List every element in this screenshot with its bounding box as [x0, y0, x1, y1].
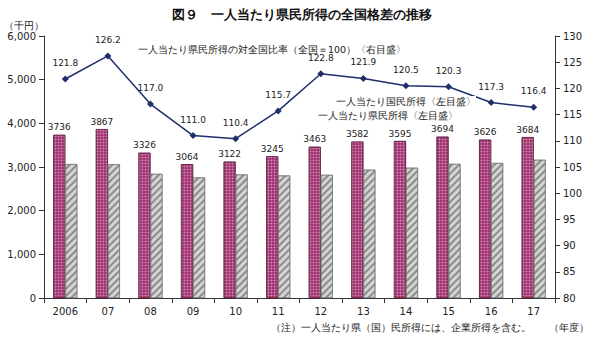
svg-text:117.3: 117.3	[478, 82, 504, 92]
svg-text:一人当たり国民所得〈左目盛〉: 一人当たり国民所得〈左目盛〉	[336, 96, 476, 107]
svg-text:3684: 3684	[516, 125, 539, 135]
svg-text:一人当たり県民所得〈左目盛〉: 一人当たり県民所得〈左目盛〉	[318, 110, 458, 121]
svg-text:08: 08	[144, 306, 157, 317]
svg-text:116.4: 116.4	[521, 86, 547, 96]
svg-text:95: 95	[563, 214, 576, 225]
svg-text:13: 13	[357, 306, 370, 317]
svg-text:3694: 3694	[431, 124, 454, 134]
svg-text:111.0: 111.0	[180, 115, 206, 125]
svg-text:4,000: 4,000	[7, 118, 36, 129]
svg-text:14: 14	[400, 306, 413, 317]
svg-text:120.3: 120.3	[436, 66, 462, 76]
svg-text:3582: 3582	[346, 129, 369, 139]
svg-text:（千円）: （千円）	[4, 20, 44, 31]
svg-text:120.5: 120.5	[393, 65, 419, 75]
svg-text:3245: 3245	[261, 144, 284, 154]
svg-text:3867: 3867	[90, 117, 113, 127]
svg-text:10: 10	[229, 306, 242, 317]
svg-text:85: 85	[563, 266, 576, 277]
svg-text:126.2: 126.2	[95, 35, 121, 45]
svg-text:121.9: 121.9	[350, 57, 376, 67]
svg-text:11: 11	[272, 306, 285, 317]
svg-text:15: 15	[442, 306, 455, 317]
svg-text:2,000: 2,000	[7, 205, 36, 216]
svg-text:3064: 3064	[176, 152, 199, 162]
svg-text:2006: 2006	[53, 306, 78, 317]
svg-text:1,000: 1,000	[7, 249, 36, 260]
svg-text:09: 09	[187, 306, 200, 317]
svg-text:3595: 3595	[389, 129, 412, 139]
svg-text:100: 100	[563, 188, 582, 199]
svg-text:80: 80	[563, 293, 576, 304]
svg-text:105: 105	[563, 162, 582, 173]
svg-text:一人当たり県民所得の対全国比率（全国＝100）〈右目盛〉: 一人当たり県民所得の対全国比率（全国＝100）〈右目盛〉	[138, 44, 406, 55]
svg-text:3463: 3463	[303, 134, 326, 144]
svg-text:110.4: 110.4	[223, 118, 249, 128]
svg-text:17: 17	[527, 306, 540, 317]
svg-text:122.8: 122.8	[307, 52, 334, 63]
svg-text:（年度）: （年度）	[549, 322, 589, 333]
svg-text:3122: 3122	[218, 149, 241, 159]
svg-text:120: 120	[563, 83, 582, 94]
svg-text:5,000: 5,000	[7, 74, 36, 85]
svg-text:125: 125	[563, 57, 582, 68]
svg-text:図９ 一人当たり県民所得の全国格差の推移: 図９ 一人当たり県民所得の全国格差の推移	[172, 7, 432, 22]
svg-text:07: 07	[102, 306, 115, 317]
svg-text:6,000: 6,000	[7, 31, 36, 42]
svg-text:90: 90	[563, 240, 576, 251]
svg-text:（注）一人当たり県（国）民所得には、企業所得を含む。: （注）一人当たり県（国）民所得には、企業所得を含む。	[271, 322, 531, 333]
svg-text:3,000: 3,000	[7, 162, 36, 173]
svg-text:117.0: 117.0	[138, 83, 164, 93]
svg-text:0: 0	[30, 293, 36, 304]
svg-text:110: 110	[563, 135, 582, 146]
svg-text:3736: 3736	[48, 122, 71, 132]
svg-text:130: 130	[563, 31, 582, 42]
svg-text:3326: 3326	[133, 140, 156, 150]
svg-text:12: 12	[314, 306, 327, 317]
svg-text:3626: 3626	[474, 127, 497, 137]
svg-text:115: 115	[563, 109, 582, 120]
svg-text:121.8: 121.8	[52, 58, 78, 68]
svg-text:16: 16	[485, 306, 498, 317]
svg-text:115.7: 115.7	[265, 90, 291, 100]
